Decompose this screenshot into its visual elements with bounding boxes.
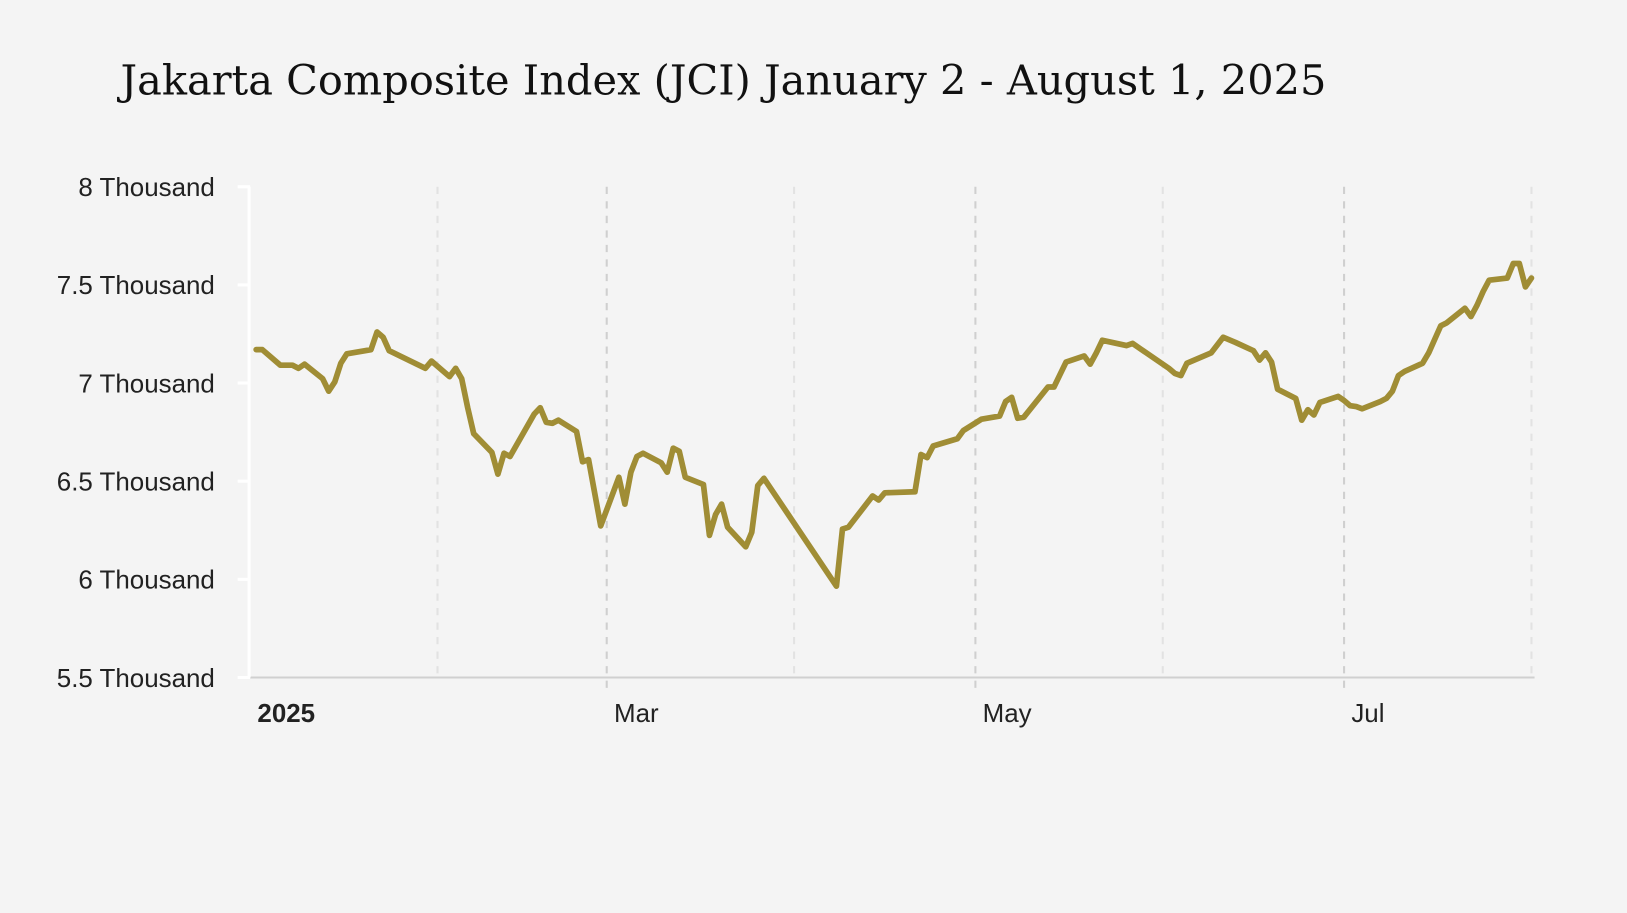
- y-tick-label: 6 Thousand: [78, 567, 214, 595]
- data-points: [256, 263, 1532, 587]
- axes: [237, 185, 1535, 680]
- y-tick-label: 6.5 Thousand: [57, 469, 215, 497]
- y-tick-label: 5.5 Thousand: [57, 665, 215, 693]
- x-tick-label: Mar: [614, 700, 659, 728]
- x-tick-label: May: [983, 700, 1032, 728]
- y-axis-labels: 8 Thousand 7.5 Thousand 7 Thousand 6.5 Thou…: [57, 174, 215, 693]
- y-tick-label: 7 Thousand: [78, 370, 214, 398]
- chart-title: Jakarta Composite Index (JCI) January 2 …: [116, 55, 1326, 104]
- x-tick-label: 2025: [257, 700, 315, 728]
- jci-series-line: [253, 260, 1535, 590]
- gridlines: [436, 186, 1533, 690]
- x-tick-label: Jul: [1351, 700, 1384, 728]
- y-tick-label: 7.5 Thousand: [57, 272, 215, 300]
- y-tick-label: 8 Thousand: [78, 174, 214, 202]
- x-axis-labels: 2025 Mar May Jul: [257, 700, 1384, 728]
